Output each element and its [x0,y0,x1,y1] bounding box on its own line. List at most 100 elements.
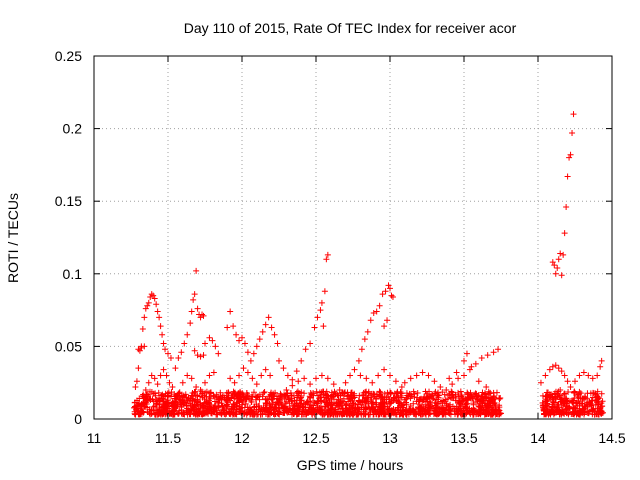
data-point [468,363,475,370]
data-point [351,366,358,373]
data-point [376,302,383,309]
noise-point [325,409,332,416]
data-point [449,381,456,388]
noise-point [565,389,572,396]
noise-point [336,410,343,417]
data-point [572,389,578,396]
noise-point [321,404,328,411]
noise-point [295,411,302,418]
noise-point [227,397,234,404]
data-point [193,384,200,391]
noise-point [319,410,326,417]
noise-point [415,410,422,417]
data-point [142,386,149,393]
noise-point [322,403,329,410]
noise-point [223,398,230,405]
noise-point [357,410,364,417]
noise-point [199,407,206,414]
noise-point [430,411,437,418]
noise-point [359,392,366,399]
data-point [293,368,300,375]
data-point [197,353,204,360]
noise-point [427,403,434,410]
data-point [142,305,149,312]
data-point [576,372,583,379]
data-point [172,365,179,372]
noise-point [174,393,181,400]
noise-point [448,388,455,395]
data-point [160,366,167,373]
noise-point [464,389,471,396]
data-point [268,324,275,331]
data-point [157,372,164,379]
data-point [419,369,426,376]
noise-point [189,389,196,396]
noise-point [157,407,164,414]
noise-point [150,407,157,414]
data-point [154,308,161,315]
noise-point [547,411,554,418]
noise-point [167,393,174,400]
noise-point [331,407,338,414]
data-point [387,285,393,292]
noise-point [481,411,488,418]
noise-point [156,401,163,408]
data-point [276,357,282,364]
data-point [250,350,257,357]
data-point [472,360,479,367]
data-point [145,379,152,386]
data-point [132,384,139,391]
noise-point [474,398,481,405]
data-point [560,251,567,258]
noise-point [497,394,504,401]
noise-point [332,411,339,418]
noise-point [555,404,562,411]
noise-point [338,411,345,418]
noise-point [595,395,602,402]
noise-point [451,408,458,415]
noise-point [194,397,201,404]
data-point [466,366,473,373]
noise-point [170,411,177,418]
noise-point [589,394,596,401]
noise-point [435,408,442,415]
noise-point [377,408,384,415]
noise-point [540,405,547,412]
noise-point [456,398,463,405]
noise-point [154,397,161,404]
data-point [241,340,248,347]
noise-point [349,395,356,402]
noise-point [379,396,386,403]
data-point [289,382,296,389]
data-point [461,357,467,364]
noise-point [496,411,503,418]
noise-point [332,390,339,397]
data-point [256,336,263,343]
noise-point [254,393,261,400]
data-point [151,295,158,302]
noise-point [313,388,320,395]
noise-point [403,390,410,397]
noise-point [177,400,184,407]
data-point [249,375,256,382]
data-point [159,331,166,338]
y-axis-ticks: 0 0.05 0.1 0.15 0.2 0.25 [55,48,612,427]
data-point [311,324,318,331]
noise-point [482,410,489,417]
noise-point [481,399,488,406]
noise-point [483,394,490,401]
noise-point [303,399,310,406]
noise-point [470,400,477,407]
noise-point [267,392,274,399]
data-point [236,337,243,344]
noise-point [549,394,556,401]
data-point [240,365,247,372]
x-tick-label: 11 [87,430,102,446]
noise-point [370,390,377,397]
data-point [301,375,308,382]
data-point [330,381,337,388]
data-point [179,379,186,386]
noise-point [421,393,428,400]
noise-point [341,410,348,417]
data-point [567,151,574,158]
